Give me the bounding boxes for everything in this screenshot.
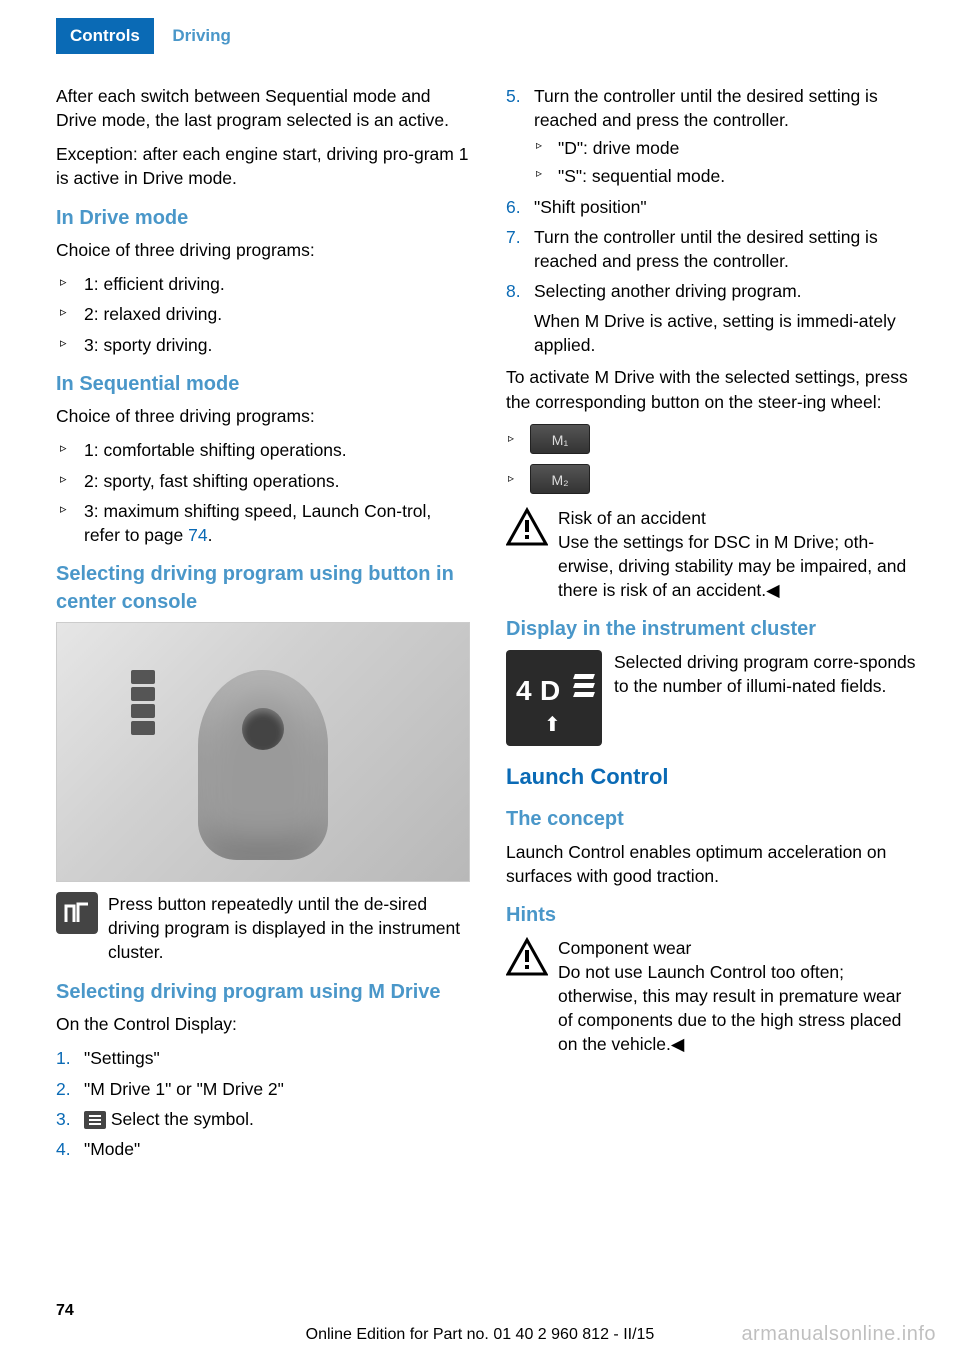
seq-item3-text-b: . bbox=[208, 525, 213, 545]
page-link-74[interactable]: 74 bbox=[188, 525, 207, 545]
cluster-bars-icon bbox=[574, 674, 594, 701]
concept-text: Launch Control enables optimum accelerat… bbox=[506, 840, 920, 888]
warning-body: Do not use Launch Control too often; oth… bbox=[558, 960, 920, 1057]
heading-sequential-mode: In Sequential mode bbox=[56, 371, 470, 399]
activate-text: To activate M Drive with the selected se… bbox=[506, 365, 920, 413]
cluster-number: 4 bbox=[516, 672, 532, 711]
right-column: 5. Turn the controller until the desired… bbox=[506, 84, 920, 1169]
step-text: "Mode" bbox=[84, 1139, 140, 1159]
step-text: Selecting another driving program. bbox=[534, 281, 802, 301]
mdrive-steps-continued: 5. Turn the controller until the desired… bbox=[506, 84, 920, 357]
intro-para-1: After each switch between Sequential mod… bbox=[56, 84, 470, 132]
heading-concept: The concept bbox=[506, 806, 920, 834]
drive-list: 1: efficient driving. 2: relaxed driving… bbox=[56, 272, 470, 356]
mdrive-step: 2. "M Drive 1" or "M Drive 2" bbox=[56, 1077, 470, 1101]
warning-accident: Risk of an accident Use the settings for… bbox=[506, 506, 920, 603]
press-button-text: Press button repeatedly until the de‐sir… bbox=[108, 892, 470, 964]
heading-drive-mode: In Drive mode bbox=[56, 205, 470, 233]
seq-intro: Choice of three driving programs: bbox=[56, 404, 470, 428]
console-buttons-icon bbox=[131, 670, 155, 738]
step-number: 4. bbox=[56, 1137, 71, 1161]
warning-wear: Component wear Do not use Launch Control… bbox=[506, 936, 920, 1057]
seq-item: 2: sporty, fast shifting operations. bbox=[56, 469, 470, 493]
step-number: 7. bbox=[506, 225, 521, 249]
left-column: After each switch between Sequential mod… bbox=[56, 84, 470, 1169]
warning-icon bbox=[506, 506, 548, 548]
step-text: "M Drive 1" or "M Drive 2" bbox=[84, 1079, 284, 1099]
warning-title: Component wear bbox=[558, 936, 920, 960]
mdrive-step: 5. Turn the controller until the desired… bbox=[506, 84, 920, 189]
cluster-block: 4 D ⬆ Selected driving program corre‐spo… bbox=[506, 650, 920, 746]
seq-list: 1: comfortable shifting operations. 2: s… bbox=[56, 438, 470, 547]
warning-body: Use the settings for DSC in M Drive; oth… bbox=[558, 530, 920, 602]
header-tab-controls: Controls bbox=[56, 18, 154, 54]
m1-row: M₁ bbox=[506, 424, 920, 454]
mdrive-step: 1. "Settings" bbox=[56, 1046, 470, 1070]
content-columns: After each switch between Sequential mod… bbox=[0, 66, 960, 1169]
drive-item: 3: sporty driving. bbox=[56, 333, 470, 357]
cluster-arrow-icon: ⬆ bbox=[544, 712, 561, 740]
mdrive-step: 4. "Mode" bbox=[56, 1137, 470, 1161]
drive-intro: Choice of three driving programs: bbox=[56, 238, 470, 262]
mdrive-steps: 1. "Settings" 2. "M Drive 1" or "M Drive 2… bbox=[56, 1046, 470, 1161]
seq-item: 3: maximum shifting speed, Launch Con‐tr… bbox=[56, 499, 470, 547]
m2-button-icon: M₂ bbox=[530, 464, 590, 494]
heading-display-cluster: Display in the instrument cluster bbox=[506, 616, 920, 644]
heading-hints: Hints bbox=[506, 902, 920, 930]
step-text: Turn the controller until the desired se… bbox=[534, 86, 878, 130]
step8-extra: When M Drive is active, setting is immed… bbox=[534, 309, 920, 357]
sub-item: "D": drive mode bbox=[534, 136, 920, 160]
step5-sublist: "D": drive mode "S": sequential mode. bbox=[534, 136, 920, 188]
mdrive-step: 8. Selecting another driving program. Wh… bbox=[506, 279, 920, 357]
m-button-list: M₁ M₂ bbox=[506, 424, 920, 494]
step-text: "Shift position" bbox=[534, 197, 647, 217]
page-header: Controls Driving bbox=[0, 0, 960, 66]
mdrive-step: 6. "Shift position" bbox=[506, 195, 920, 219]
cluster-display-icon: 4 D ⬆ bbox=[506, 650, 602, 746]
seq-item3-text-a: 3: maximum shifting speed, Launch Con‐tr… bbox=[84, 501, 431, 545]
step-number: 6. bbox=[506, 195, 521, 219]
step-number: 3. bbox=[56, 1107, 71, 1131]
warning-text-block: Risk of an accident Use the settings for… bbox=[558, 506, 920, 603]
page-number: 74 bbox=[56, 1302, 74, 1320]
sub-item: "S": sequential mode. bbox=[534, 164, 920, 188]
step-text: Select the symbol. bbox=[106, 1109, 254, 1129]
warning-text-block: Component wear Do not use Launch Control… bbox=[558, 936, 920, 1057]
heading-mdrive: Selecting driving program using M Drive bbox=[56, 979, 470, 1007]
step-number: 1. bbox=[56, 1046, 71, 1070]
watermark-text: armanualsonline.info bbox=[741, 1323, 936, 1346]
drivelogic-small-icon bbox=[84, 1111, 106, 1129]
center-console-figure bbox=[56, 622, 470, 882]
step-number: 5. bbox=[506, 84, 521, 108]
warning-title: Risk of an accident bbox=[558, 506, 920, 530]
intro-para-2: Exception: after each engine start, driv… bbox=[56, 142, 470, 190]
m1-button-icon: M₁ bbox=[530, 424, 590, 454]
cluster-text: Selected driving program corre‐sponds to… bbox=[614, 650, 920, 698]
gear-knob-icon bbox=[242, 708, 284, 750]
heading-launch-control: Launch Control bbox=[506, 762, 920, 792]
cluster-mode: D bbox=[540, 672, 560, 711]
drive-item: 1: efficient driving. bbox=[56, 272, 470, 296]
m2-row: M₂ bbox=[506, 464, 920, 494]
drivelogic-icon bbox=[56, 892, 98, 934]
seq-item: 1: comfortable shifting operations. bbox=[56, 438, 470, 462]
page: Controls Driving After each switch betwe… bbox=[0, 0, 960, 1362]
heading-center-console: Selecting driving program using button i… bbox=[56, 561, 470, 616]
step-number: 8. bbox=[506, 279, 521, 303]
step-number: 2. bbox=[56, 1077, 71, 1101]
console-shape bbox=[198, 670, 328, 860]
step-text: "Settings" bbox=[84, 1048, 160, 1068]
step-text: Turn the controller until the desired se… bbox=[534, 227, 878, 271]
drive-item: 2: relaxed driving. bbox=[56, 302, 470, 326]
press-button-block: Press button repeatedly until the de‐sir… bbox=[56, 892, 470, 964]
mdrive-step: 7. Turn the controller until the desired … bbox=[506, 225, 920, 273]
header-section-driving: Driving bbox=[158, 18, 245, 54]
warning-icon bbox=[506, 936, 548, 978]
mdrive-intro: On the Control Display: bbox=[56, 1012, 470, 1036]
mdrive-step: 3. Select the symbol. bbox=[56, 1107, 470, 1131]
